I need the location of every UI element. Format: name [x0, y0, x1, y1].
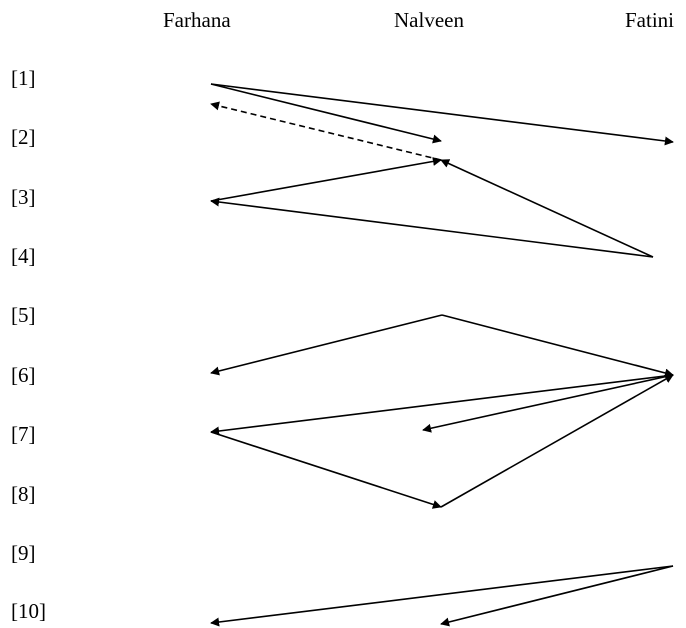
arrow-farhana-to-nalveen: [210, 156, 442, 202]
row-label-10: [10]: [11, 599, 46, 623]
row-label-4: [4]: [11, 244, 36, 268]
arrow-fatini-to-nalveen: [440, 565, 674, 627]
row-label-5: [5]: [11, 303, 36, 327]
arrow-nalveen-to-farhana: [210, 314, 443, 376]
arrow-fatini-to-farhana: [210, 565, 674, 627]
arrow-fatini-to-farhana: [210, 197, 654, 258]
arrow-farhana-to-nalveen: [210, 83, 442, 144]
row-label-3: [3]: [11, 185, 36, 209]
participant-nalveen: Nalveen: [394, 8, 464, 32]
participant-farhana: Farhana: [163, 8, 231, 32]
arrow-nalveen-to-fatini: [440, 374, 674, 508]
arrow-farhana-to-fatini: [210, 83, 674, 146]
row-label-1: [1]: [11, 66, 36, 90]
arrow-nalveen-to-fatini: [441, 314, 674, 378]
participant-fatini: Fatini: [625, 8, 675, 32]
arrow-farhana-to-nalveen: [210, 431, 442, 509]
arrow-fatini-to-farhana: [210, 374, 674, 436]
arrow-fatini-to-nalveen: [422, 374, 674, 433]
row-label-8: [8]: [11, 482, 36, 506]
row-label-9: [9]: [11, 541, 36, 565]
row-label-2: [2]: [11, 125, 36, 149]
row-label-6: [6]: [11, 363, 36, 387]
arrow-fatini-to-nalveen: [440, 159, 654, 258]
row-label-7: [7]: [11, 422, 36, 446]
